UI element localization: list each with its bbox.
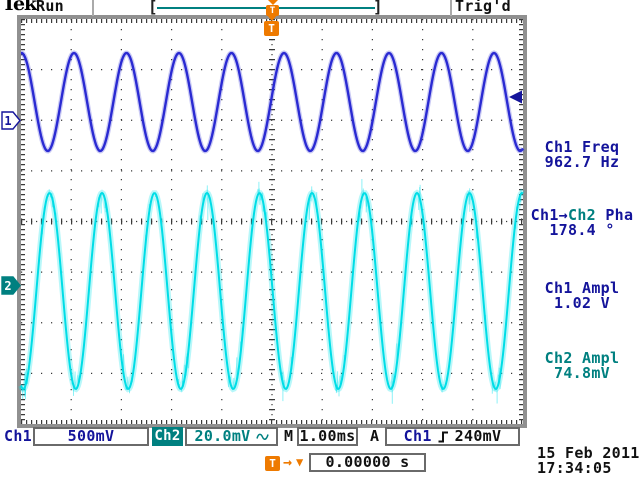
measurement-ch1-ampl: Ch1 Ampl 1.02 V [524,281,640,311]
right-arrow-icon: → [283,453,293,471]
rising-edge-icon [438,431,448,443]
measurement-value: 962.7 Hz [544,153,620,171]
ch2-trace [20,191,524,391]
trigger-position-value-box: 0.00000 s [309,453,426,472]
ch1-position-marker [1,111,21,130]
topbar-divider [92,0,94,16]
measurement-label: Ch1 Ampl [544,279,620,297]
trigger-arrow-icon [267,0,278,5]
trigger-arrow-icon [265,14,278,21]
trigger-system-label: A [370,427,380,445]
trigger-readout-t-icon: T [265,456,280,471]
trigger-t-icon: T [266,5,279,16]
time-label: 17:34:05 [537,459,612,477]
ch2-position-marker [1,276,21,295]
trigger-level: 240mV [454,427,502,445]
ch1-trace [21,51,524,153]
trigger-position-value: 0.00000 s [325,453,410,471]
arrow-icon: → [558,206,568,224]
measurement-ch1-freq: Ch1 Freq 962.7 Hz [524,140,640,170]
ch2-scale-box: 20.0mV [185,427,278,446]
trigger-settings-box: Ch1 240mV [385,427,520,446]
acquisition-status: Run [36,0,64,15]
measurement-label-ch2: Ch2 [568,206,596,224]
timebase-value: 1.00ms [299,427,356,445]
measurement-value: 1.02 V [554,294,610,312]
ac-coupling-icon [255,433,269,440]
measurement-label: Ch1 Freq [544,138,620,156]
timebase-box: 1.00ms [297,427,358,446]
topbar-divider-2 [450,0,452,16]
ch2-scale: 20.0mV [194,427,251,445]
down-triangle-icon: ▼ [296,455,304,469]
measurement-phase: Ch1→Ch2 Pha 178.4 ° [524,208,640,238]
ch2-marker-label: 2 [4,279,11,293]
trigger-level-arrow [509,90,522,104]
measurement-label: Ch2 Ampl [544,349,620,367]
ch1-label: Ch1 [4,427,32,445]
ch2-label-chip: Ch2 [152,427,183,446]
ch1-scale-box: 500mV [33,427,149,446]
measurement-ch2-ampl: Ch2 Ampl 74.8mV [524,351,640,381]
measurement-value: 74.8mV [554,364,610,382]
trigger-position-marker: T [264,14,279,36]
measurement-label: Pha [596,206,634,224]
trigger-t-icon: T [264,21,279,36]
ch1-scale: 500mV [67,427,115,445]
date-label: 15 Feb 2011 [537,444,640,462]
record-view-right-bracket: ] [373,0,383,16]
trigger-status: Trig'd [455,0,511,15]
record-view-left-bracket: [ [148,0,158,16]
measurement-label: Ch1 [530,206,559,224]
tek-logo: Tek [2,0,37,15]
measurement-value: 178.4 ° [549,221,615,239]
trigger-source: Ch1 [403,427,432,445]
ch2-label: Ch2 [154,428,181,444]
timebase-label: M [284,427,294,445]
record-trigger-position-icon: T [266,0,279,16]
ch1-marker-label: 1 [4,114,11,128]
